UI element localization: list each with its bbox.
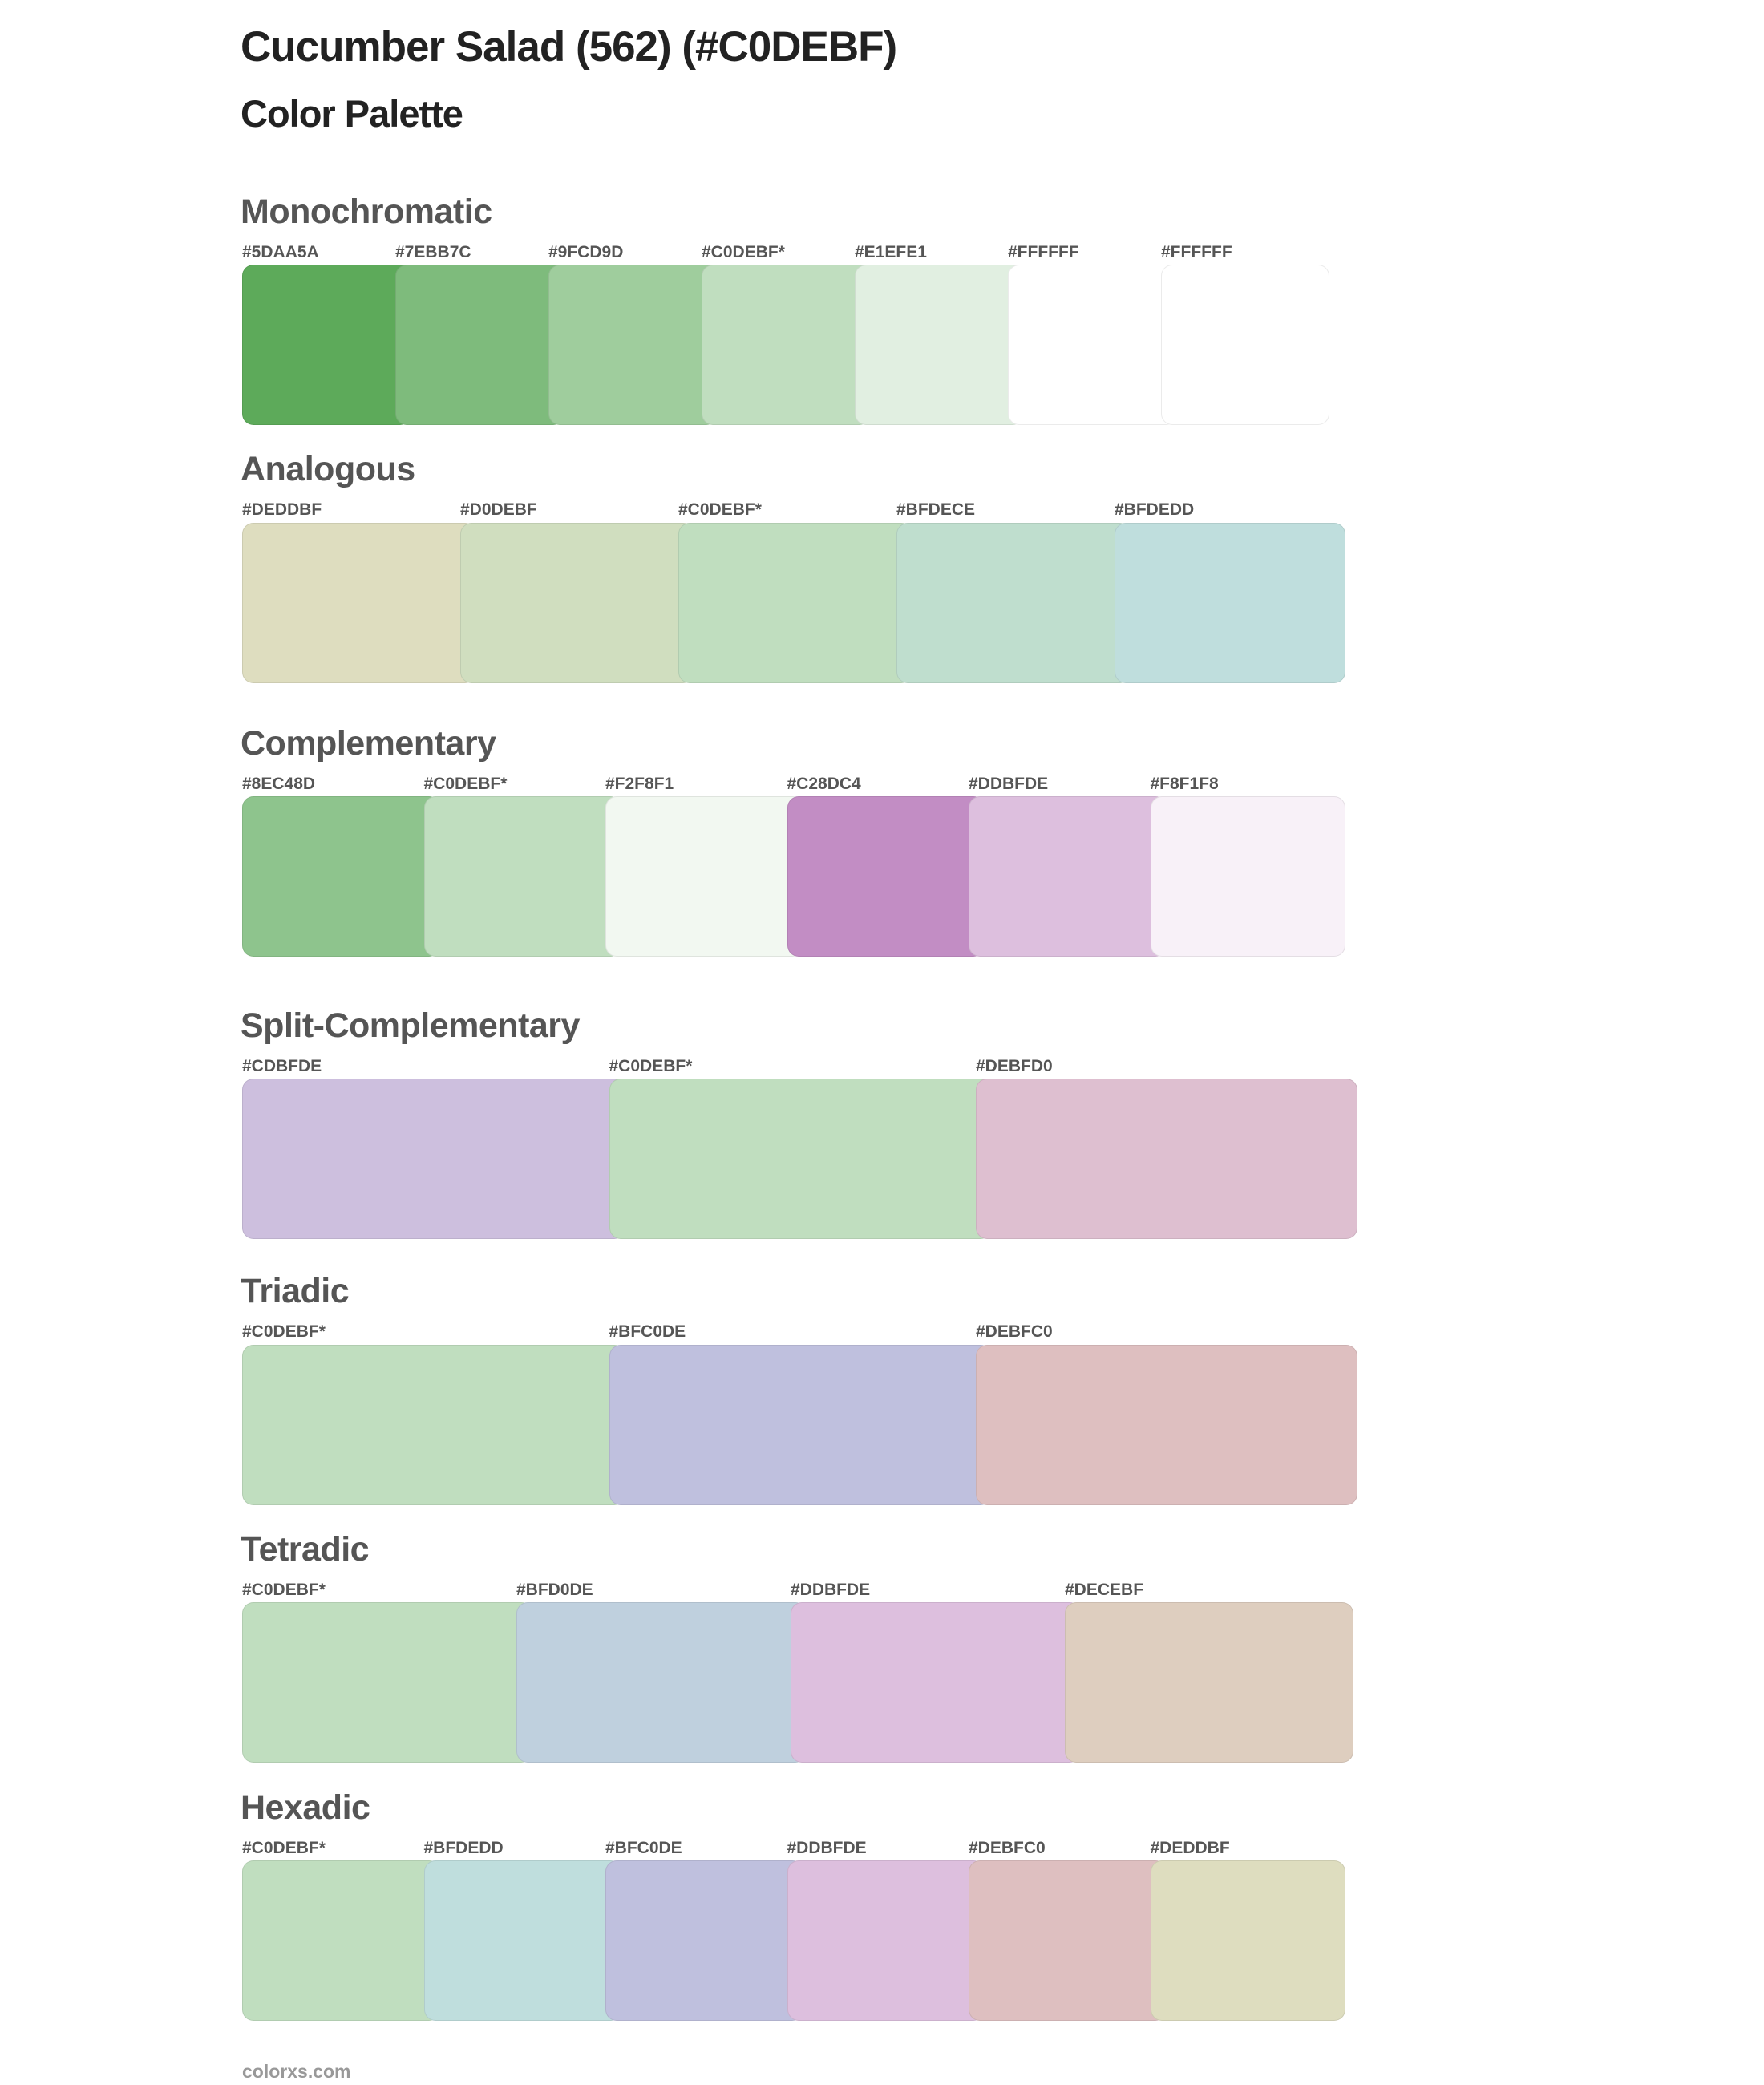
color-swatch-hexadic[interactable]: [969, 1860, 1167, 2021]
color-hex-label: #FFFFFF: [1161, 243, 1232, 261]
color-hex-label: #C0DEBF*: [423, 775, 508, 793]
color-hex-label: #D0DEBF: [460, 500, 537, 519]
color-swatch-hexadic[interactable]: [1150, 1860, 1345, 2021]
color-swatch-monochromatic[interactable]: [548, 265, 718, 425]
color-hex-label: #DDBFDE: [787, 1839, 867, 1857]
color-hex-label: #C28DC4: [787, 775, 861, 793]
color-swatch-hexadic[interactable]: [787, 1860, 985, 2021]
section-heading-analogous: Analogous: [241, 450, 415, 488]
color-swatch-tetradic[interactable]: [516, 1602, 807, 1763]
color-swatch-complementary[interactable]: [1150, 796, 1345, 957]
color-swatch-hexadic[interactable]: [242, 1860, 440, 2021]
section-heading-triadic: Triadic: [241, 1272, 350, 1310]
color-hex-label: #C0DEBF*: [242, 1322, 326, 1341]
color-hex-label: #C0DEBF*: [702, 243, 785, 261]
section-heading-split-complementary: Split-Complementary: [241, 1006, 580, 1045]
color-hex-label: #C0DEBF*: [609, 1057, 693, 1075]
color-hex-label: #DEBFD0: [976, 1057, 1053, 1075]
color-swatch-analogous[interactable]: [896, 523, 1131, 683]
section-heading-hexadic: Hexadic: [241, 1788, 370, 1827]
color-swatch-analogous[interactable]: [1115, 523, 1345, 683]
color-hex-label: #C0DEBF*: [242, 1839, 326, 1857]
color-swatch-triadic[interactable]: [609, 1345, 992, 1505]
section-heading-complementary: Complementary: [241, 724, 496, 763]
color-hex-label: #DEBFC0: [976, 1322, 1053, 1341]
color-hex-label: #CDBFDE: [242, 1057, 322, 1075]
color-hex-label: #DECEBF: [1065, 1581, 1144, 1599]
color-hex-label: #DEDDBF: [242, 500, 322, 519]
page-title: Cucumber Salad (562) (#C0DEBF): [241, 23, 897, 71]
color-swatch-tetradic[interactable]: [242, 1602, 532, 1763]
color-hex-label: #8EC48D: [242, 775, 316, 793]
color-swatch-analogous[interactable]: [460, 523, 694, 683]
color-swatch-split-complementary[interactable]: [242, 1079, 625, 1239]
color-hex-label: #C0DEBF*: [678, 500, 762, 519]
color-hex-label: #BFD0DE: [516, 1581, 593, 1599]
color-hex-label: #BFC0DE: [609, 1322, 686, 1341]
color-swatch-analogous[interactable]: [242, 523, 476, 683]
color-hex-label: #5DAA5A: [242, 243, 319, 261]
color-swatch-tetradic[interactable]: [1065, 1602, 1353, 1763]
color-hex-label: #7EBB7C: [395, 243, 471, 261]
color-hex-label: #BFDECE: [896, 500, 976, 519]
color-swatch-monochromatic[interactable]: [1161, 265, 1329, 425]
color-swatch-split-complementary[interactable]: [609, 1079, 992, 1239]
color-swatch-monochromatic[interactable]: [242, 265, 411, 425]
color-swatch-complementary[interactable]: [242, 796, 440, 957]
color-swatch-analogous[interactable]: [678, 523, 912, 683]
color-hex-label: #9FCD9D: [548, 243, 624, 261]
color-swatch-monochromatic[interactable]: [1008, 265, 1177, 425]
color-swatch-complementary[interactable]: [969, 796, 1167, 957]
color-hex-label: #F8F1F8: [1150, 775, 1219, 793]
color-swatch-complementary[interactable]: [423, 796, 621, 957]
color-swatch-triadic[interactable]: [976, 1345, 1357, 1505]
color-swatch-monochromatic[interactable]: [702, 265, 871, 425]
color-hex-label: #BFC0DE: [605, 1839, 682, 1857]
color-swatch-triadic[interactable]: [242, 1345, 625, 1505]
color-hex-label: #E1EFE1: [855, 243, 927, 261]
color-swatch-complementary[interactable]: [787, 796, 985, 957]
color-hex-label: #F2F8F1: [605, 775, 674, 793]
color-hex-label: #DDBFDE: [969, 775, 1049, 793]
color-hex-label: #DDBFDE: [791, 1581, 871, 1599]
section-heading-tetradic: Tetradic: [241, 1530, 370, 1569]
color-swatch-hexadic[interactable]: [423, 1860, 621, 2021]
color-hex-label: #DEDDBF: [1150, 1839, 1230, 1857]
page-subtitle: Color Palette: [241, 92, 463, 135]
footer-site-link[interactable]: colorxs.com: [242, 2061, 351, 2082]
color-hex-label: #DEBFC0: [969, 1839, 1046, 1857]
color-hex-label: #C0DEBF*: [242, 1581, 326, 1599]
color-swatch-complementary[interactable]: [605, 796, 803, 957]
color-swatch-monochromatic[interactable]: [855, 265, 1024, 425]
color-hex-label: #FFFFFF: [1008, 243, 1079, 261]
color-swatch-split-complementary[interactable]: [976, 1079, 1357, 1239]
color-hex-label: #BFDEDD: [1115, 500, 1195, 519]
color-swatch-monochromatic[interactable]: [395, 265, 564, 425]
color-swatch-tetradic[interactable]: [791, 1602, 1081, 1763]
section-heading-monochromatic: Monochromatic: [241, 192, 492, 231]
color-hex-label: #BFDEDD: [423, 1839, 504, 1857]
color-swatch-hexadic[interactable]: [605, 1860, 803, 2021]
